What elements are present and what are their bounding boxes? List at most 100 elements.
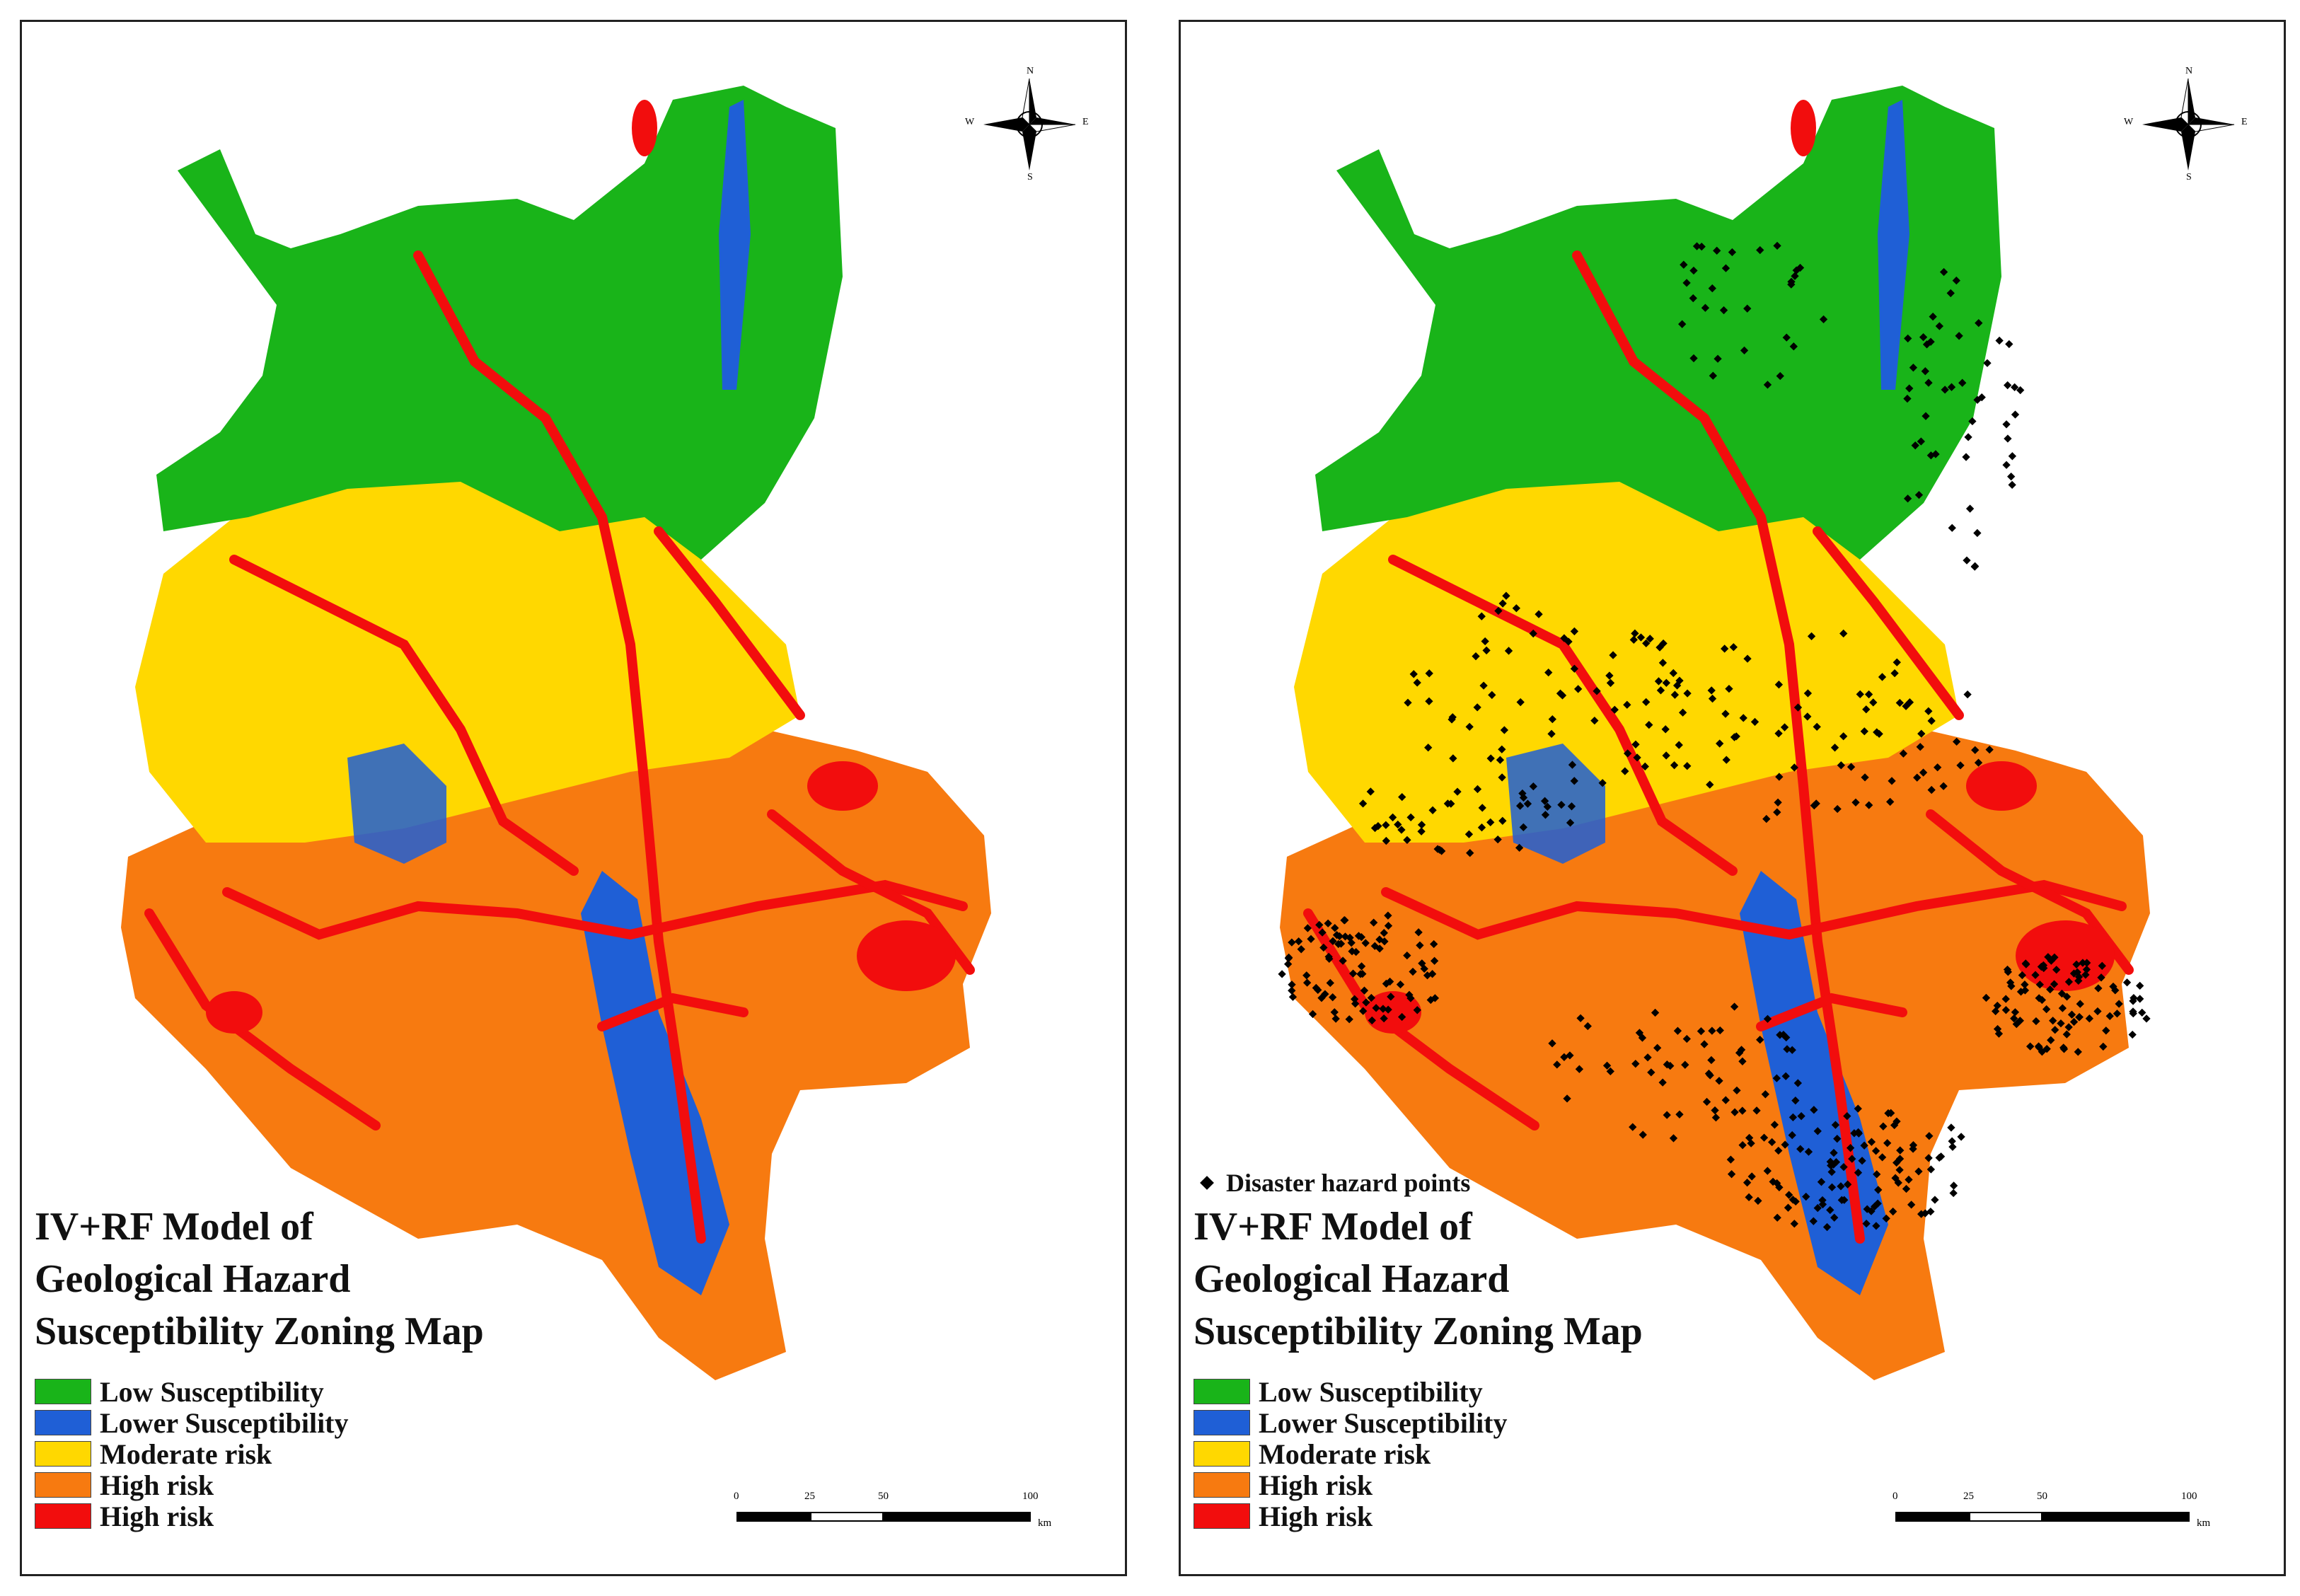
hazard-point [1899, 749, 1908, 758]
legend-label: High risk [100, 1469, 214, 1501]
hazard-point [1817, 1178, 1826, 1186]
hazard-point [1697, 1027, 1706, 1036]
hazard-point [1793, 1079, 1802, 1087]
hazard-point [1654, 677, 1663, 686]
hazard-point [1294, 937, 1303, 946]
hazard-point [1752, 1106, 1761, 1115]
hazard-point [1639, 1130, 1647, 1139]
hazard-point [1529, 782, 1538, 791]
hazard-point [2010, 1014, 2018, 1023]
hazard-point [2003, 965, 2012, 974]
hazard-point [1993, 1024, 2002, 1034]
hazard-point [1926, 1165, 1936, 1174]
hazard-point [1570, 777, 1578, 785]
hazard-point [1302, 978, 1312, 987]
hazard-point [2069, 969, 2079, 978]
hazard-point [1743, 1179, 1752, 1187]
hazard-point [1833, 804, 1842, 814]
hazard-point [1673, 1027, 1682, 1035]
hazard-point [2093, 1007, 2102, 1016]
hazard-point [2113, 1010, 2122, 1018]
compass-s: S [1027, 172, 1033, 183]
hazard-point [1354, 932, 1363, 940]
hazard-point [1638, 1034, 1647, 1042]
hazard-point [1329, 993, 1337, 1002]
hazard-point [1882, 1214, 1890, 1223]
hazard-point [1662, 678, 1670, 687]
hazard-point [1756, 1036, 1764, 1044]
hazard-point [1860, 1141, 1868, 1150]
hazard-point [1329, 937, 1337, 945]
hazard-point [1466, 849, 1474, 857]
scale-tick: 50 [2037, 1491, 2047, 1502]
hazard-point [1833, 1135, 1842, 1143]
hazard-points-label: Disaster hazard points [1226, 1169, 1471, 1197]
hazard-point [1738, 1106, 1747, 1115]
hazard-point [1714, 354, 1722, 363]
hazard-point [1843, 1111, 1851, 1121]
hazard-point [1330, 1008, 1339, 1017]
scale-unit: km [2197, 1517, 2211, 1529]
hazard-point [1360, 986, 1369, 995]
hazard-point [2050, 980, 2059, 988]
hazard-point [1593, 687, 1601, 695]
hazard-point [1867, 1138, 1876, 1146]
hazard-point [1774, 1146, 1783, 1155]
hazard-point [2011, 1008, 2020, 1017]
hazard-point [1519, 823, 1527, 832]
hazard-point [1888, 777, 1896, 785]
hazard-point [1430, 956, 1439, 965]
hazard-point [1481, 637, 1489, 646]
hazard-point [1890, 1121, 1899, 1130]
hazard-point [1907, 1201, 1916, 1209]
hazard-point [1963, 556, 1971, 565]
compass-s: S [2186, 172, 2192, 183]
hazard-point [1788, 1130, 1796, 1140]
hazard-point [1776, 371, 1784, 381]
hazard-point [1358, 799, 1368, 808]
hazard-point [2021, 959, 2030, 968]
hazard-point [1711, 1114, 1721, 1122]
hazard-point [1704, 1069, 1714, 1078]
hazard-point [1965, 504, 1975, 513]
hazard-point [1807, 632, 1816, 641]
hazard-point [1707, 686, 1716, 695]
hazard-point [1767, 1138, 1776, 1147]
hazard-point [1971, 746, 1980, 754]
hazard-point [1409, 670, 1418, 678]
hazard-point [1935, 322, 1944, 330]
hazard-point [1675, 676, 1684, 685]
map-title-line-3: Susceptibility Zoning Map [35, 1309, 484, 1353]
hazard-point [1321, 990, 1329, 998]
hazard-point [1813, 722, 1821, 732]
hazard-point [1782, 1033, 1791, 1042]
hazard-point [2008, 480, 2016, 490]
hazard-point [1905, 1175, 1913, 1184]
hazard-point [1887, 1109, 1895, 1117]
hazard-point [1854, 1168, 1863, 1177]
legend-item: Moderate risk [35, 1438, 484, 1470]
hazard-point [2072, 960, 2081, 968]
hazard-point [2039, 961, 2048, 970]
hazard-point [1873, 1170, 1881, 1179]
hazard-point [1941, 386, 1949, 394]
hazard-point [1772, 1074, 1781, 1082]
hazard-point [1568, 761, 1577, 769]
compass-w: W [965, 117, 975, 127]
hazard-point [1397, 826, 1406, 834]
hazard-point [1380, 929, 1388, 937]
hazard-point [1830, 1148, 1838, 1157]
map-title-line-2: Geological Hazard [1194, 1257, 1510, 1301]
zone-high-risk [1280, 729, 2150, 1380]
hazard-point [1873, 1199, 1882, 1208]
hazard-point [1486, 818, 1495, 827]
hazard-point [1331, 924, 1339, 932]
hazard-point [1956, 761, 1965, 770]
legend-swatch [35, 1441, 91, 1467]
hazard-point [1879, 1122, 1888, 1130]
hazard-point [1325, 954, 1334, 963]
hazard-point [1865, 801, 1873, 809]
hazard-point [1288, 938, 1296, 947]
hazard-point [1721, 710, 1730, 718]
hazard-point [1357, 962, 1366, 971]
